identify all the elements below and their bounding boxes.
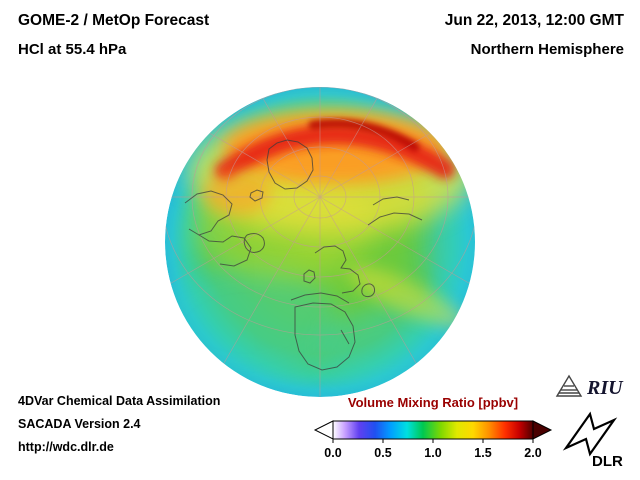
credit-assimilation: 4DVar Chemical Data Assimilation — [18, 394, 221, 408]
colorbar-tick-label: 0.0 — [324, 446, 341, 460]
figure-region: Northern Hemisphere — [470, 41, 624, 58]
riu-logo-text: RIU — [586, 377, 624, 399]
globe-svg — [165, 87, 475, 397]
dlr-emblem-icon — [562, 411, 618, 457]
credit-version: SACADA Version 2.4 — [18, 417, 141, 431]
figure-datetime: Jun 22, 2013, 12:00 GMT — [444, 12, 624, 29]
dlr-logo-svg: DLR — [562, 411, 623, 470]
colorbar-ticks — [332, 439, 534, 443]
colorbar: Volume Mixing Ratio [ppbv] — [313, 395, 553, 466]
header-left: GOME-2 / MetOp Forecast HCl at 55.4 hPa — [18, 12, 209, 58]
figure-title: GOME-2 / MetOp Forecast — [18, 12, 210, 29]
graticule — [165, 87, 475, 397]
figure-subtitle-level: HCl at 55.4 hPa — [18, 41, 127, 58]
riu-logo-svg: RIU — [555, 374, 624, 399]
header-right: Jun 22, 2013, 12:00 GMT Northern Hemisph… — [445, 12, 624, 58]
footer-credits: 4DVar Chemical Data Assimilation SACADA … — [18, 394, 220, 463]
riu-mountain-icon — [555, 374, 583, 397]
field-high-values — [189, 111, 473, 328]
colorbar-tick-label: 1.5 — [474, 446, 491, 460]
coastlines — [184, 139, 423, 371]
dlr-logo-text: DLR — [592, 453, 623, 470]
colorbar-tick-label: 2.0 — [524, 446, 541, 460]
colorbar-label: Volume Mixing Ratio [ppbv] — [347, 395, 519, 410]
riu-logo: RIU — [554, 371, 628, 406]
colorbar-tick-label: 1.0 — [424, 446, 441, 460]
colorbar-svg: 0.0 0.5 1.0 1.5 2.0 — [313, 420, 553, 460]
colorbar-tick-label: 0.5 — [374, 446, 391, 460]
globe-map — [163, 85, 477, 399]
colorbar-right-arrow — [532, 420, 553, 440]
dlr-logo: DLR — [558, 404, 624, 475]
colorbar-left-arrow — [313, 420, 334, 440]
colorbar-gradient-bar — [332, 420, 534, 440]
credit-url: http://wdc.dlr.de — [18, 440, 114, 454]
